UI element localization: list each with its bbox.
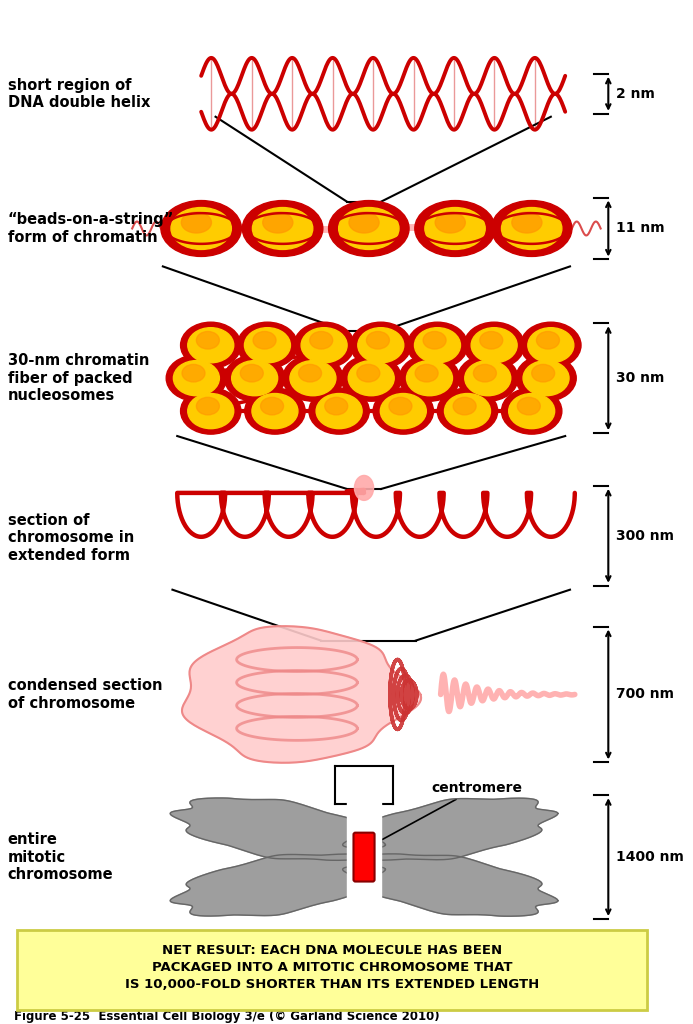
Text: section of
chromosome in
extended form: section of chromosome in extended form (8, 513, 134, 563)
Text: 11 nm: 11 nm (616, 221, 665, 236)
Text: 300 nm: 300 nm (616, 528, 674, 543)
Ellipse shape (389, 397, 412, 415)
Text: Figure 5-25  Essential Cell Biology 3/e (© Garland Science 2010): Figure 5-25 Essential Cell Biology 3/e (… (15, 1010, 440, 1023)
Ellipse shape (415, 365, 438, 382)
Ellipse shape (509, 393, 554, 429)
Ellipse shape (532, 365, 554, 382)
Text: 30 nm: 30 nm (616, 371, 665, 385)
Text: centromere: centromere (380, 781, 522, 841)
Ellipse shape (299, 365, 322, 382)
Ellipse shape (243, 201, 323, 256)
Ellipse shape (188, 328, 234, 362)
Ellipse shape (173, 360, 220, 395)
Ellipse shape (351, 323, 411, 369)
Ellipse shape (444, 393, 491, 429)
Ellipse shape (517, 397, 541, 415)
Ellipse shape (357, 365, 380, 382)
Text: 1400 nm: 1400 nm (616, 850, 684, 864)
Ellipse shape (348, 360, 394, 395)
Ellipse shape (245, 328, 290, 362)
Ellipse shape (252, 393, 298, 429)
Ellipse shape (473, 365, 496, 382)
Ellipse shape (166, 355, 227, 401)
Text: 30-nm chromatin
fiber of packed
nucleosomes: 30-nm chromatin fiber of packed nucleoso… (8, 353, 149, 403)
Ellipse shape (237, 323, 297, 369)
Text: NET RESULT: EACH DNA MOLECULE HAS BEEN
PACKAGED INTO A MITOTIC CHROMOSOME THAT
I: NET RESULT: EACH DNA MOLECULE HAS BEEN P… (125, 944, 539, 991)
Ellipse shape (354, 475, 374, 501)
Polygon shape (182, 626, 421, 763)
Ellipse shape (471, 328, 517, 362)
Ellipse shape (480, 332, 503, 349)
Text: 700 nm: 700 nm (616, 687, 674, 701)
Ellipse shape (349, 212, 379, 233)
Ellipse shape (161, 201, 241, 256)
Text: entire
mitotic
chromosome: entire mitotic chromosome (8, 833, 113, 882)
Ellipse shape (425, 208, 485, 250)
Ellipse shape (263, 212, 293, 233)
Ellipse shape (231, 360, 278, 395)
Ellipse shape (453, 397, 476, 415)
Ellipse shape (339, 208, 399, 250)
Ellipse shape (294, 323, 354, 369)
Polygon shape (342, 854, 558, 916)
Ellipse shape (309, 388, 369, 434)
Polygon shape (170, 854, 385, 916)
Ellipse shape (225, 355, 285, 401)
FancyBboxPatch shape (353, 833, 375, 882)
Ellipse shape (415, 201, 495, 256)
Ellipse shape (528, 328, 574, 362)
Ellipse shape (523, 360, 569, 395)
Ellipse shape (435, 212, 465, 233)
FancyBboxPatch shape (17, 930, 647, 1010)
Ellipse shape (328, 201, 409, 256)
Ellipse shape (310, 332, 333, 349)
Ellipse shape (407, 360, 453, 395)
Text: short region of
DNA double helix: short region of DNA double helix (8, 78, 150, 110)
Ellipse shape (465, 360, 511, 395)
Ellipse shape (261, 397, 283, 415)
Ellipse shape (316, 393, 362, 429)
Ellipse shape (464, 323, 525, 369)
Ellipse shape (502, 388, 562, 434)
Ellipse shape (290, 360, 336, 395)
Ellipse shape (437, 388, 498, 434)
Ellipse shape (341, 355, 401, 401)
Ellipse shape (380, 393, 426, 429)
Ellipse shape (171, 208, 231, 250)
Ellipse shape (240, 365, 263, 382)
Ellipse shape (325, 397, 348, 415)
Ellipse shape (516, 355, 576, 401)
Ellipse shape (196, 397, 220, 415)
Ellipse shape (252, 208, 313, 250)
Ellipse shape (182, 212, 211, 233)
Ellipse shape (181, 388, 241, 434)
Ellipse shape (181, 323, 241, 369)
Ellipse shape (536, 332, 559, 349)
Ellipse shape (196, 332, 220, 349)
Ellipse shape (399, 355, 459, 401)
Ellipse shape (502, 208, 562, 250)
Text: 2 nm: 2 nm (616, 87, 655, 100)
Polygon shape (170, 798, 385, 860)
Ellipse shape (414, 328, 460, 362)
Ellipse shape (301, 328, 347, 362)
Ellipse shape (182, 365, 205, 382)
Ellipse shape (373, 388, 434, 434)
Ellipse shape (407, 323, 468, 369)
Text: “beads-on-a-string”
form of chromatin: “beads-on-a-string” form of chromatin (8, 212, 174, 245)
Ellipse shape (520, 323, 581, 369)
Ellipse shape (358, 328, 404, 362)
Ellipse shape (423, 332, 446, 349)
Ellipse shape (253, 332, 276, 349)
Ellipse shape (367, 332, 389, 349)
Polygon shape (342, 798, 558, 860)
Text: condensed section
of chromosome: condensed section of chromosome (8, 678, 162, 711)
Ellipse shape (457, 355, 518, 401)
Ellipse shape (245, 388, 305, 434)
Ellipse shape (491, 201, 572, 256)
Ellipse shape (188, 393, 234, 429)
Ellipse shape (512, 212, 542, 233)
Bar (346, 802, 381, 912)
Ellipse shape (283, 355, 343, 401)
